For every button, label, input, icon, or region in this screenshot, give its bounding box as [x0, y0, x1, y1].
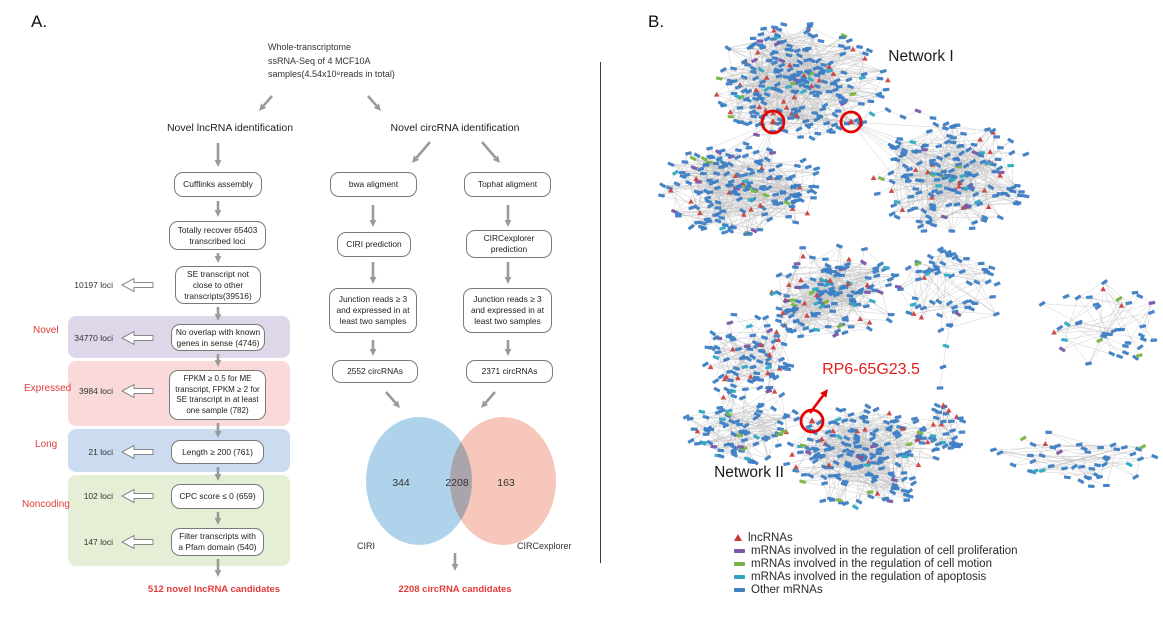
network-legend: lncRNAs mRNAs involved in the regulation…	[734, 531, 1018, 596]
flow-box-cpc: CPC score ≤ 0 (659)	[171, 484, 264, 509]
stage-label-novel: Novel	[33, 325, 59, 336]
circrna-result: 2208 circRNA candidates	[398, 584, 512, 595]
legend-label: Other mRNAs	[751, 583, 823, 596]
circrna-pipeline-header: Novel circRNA identification	[390, 122, 520, 134]
flow-box-bwa: bwa aligment	[330, 172, 417, 197]
legend-item-proliferation: mRNAs involved in the regulation of cell…	[734, 544, 1018, 557]
legend-label: mRNAs involved in the regulation of cell…	[751, 544, 1018, 557]
loci-length: 21 loci	[88, 447, 113, 457]
stage-label-expressed: Expressed	[24, 383, 72, 394]
other-mrnas-swatch-icon	[734, 587, 745, 592]
panel-divider	[600, 62, 601, 563]
flow-box-tophat: Tophat aligment	[464, 172, 551, 197]
venn-count-ciri-only: 344	[392, 477, 410, 489]
network2-label: Network II	[714, 464, 784, 481]
lncrna-pipeline-header: Novel lncRNA identification	[166, 122, 294, 134]
proliferation-swatch-icon	[734, 548, 745, 553]
flow-box-ciri-count: 2552 circRNAs	[332, 360, 418, 383]
legend-item-other-mrnas: Other mRNAs	[734, 583, 1018, 596]
stage-label-noncoding: Noncoding	[22, 499, 70, 510]
legend-item-lncrna: lncRNAs	[734, 531, 1018, 544]
flow-box-pfam: Filter transcripts with a Pfam domain (5…	[171, 528, 264, 556]
legend-item-apoptosis: mRNAs involved in the regulation of apop…	[734, 570, 1018, 583]
flow-box-cufflinks: Cufflinks assembly	[174, 172, 262, 197]
flow-box-ciri-prediction: CIRI prediction	[337, 232, 411, 257]
flow-box-circexplorer-prediction: CIRCexplorer prediction	[466, 230, 552, 258]
flow-box-junction-left: Junction reads ≥ 3 and expressed in at l…	[329, 288, 417, 333]
legend-item-motion: mRNAs involved in the regulation of cell…	[734, 557, 1018, 570]
gene-callout-rp6-65g23-5: RP6-65G23.5	[822, 361, 920, 378]
legend-label: lncRNAs	[748, 531, 793, 544]
loci-se: 10197 loci	[74, 280, 113, 290]
panel-a-label: A.	[31, 12, 48, 31]
top-note: Whole-transcriptome ssRNA-Seq of 4 MCF10…	[268, 42, 395, 79]
lncrna-result: 512 novel lncRNA candidates	[147, 584, 281, 595]
flow-box-junction-right: Junction reads ≥ 3 and expressed in at l…	[463, 288, 552, 333]
legend-label: mRNAs involved in the regulation of cell…	[751, 557, 992, 570]
venn-count-circexplorer-only: 163	[497, 477, 515, 489]
loci-pfam: 147 loci	[83, 537, 113, 547]
network1-label: Network I	[888, 48, 954, 65]
loci-fpkm: 3984 loci	[78, 386, 113, 396]
flow-box-fpkm: FPKM ≥ 0.5 for ME transcript, FPKM ≥ 2 f…	[169, 370, 266, 420]
flow-box-se-transcript: SE transcript not close to other transcr…	[175, 266, 261, 304]
flow-box-length: Length ≥ 200 (761)	[171, 440, 264, 464]
venn-count-overlap: 2208	[445, 477, 469, 489]
motion-swatch-icon	[734, 561, 745, 566]
flow-box-circexplorer-count: 2371 circRNAs	[466, 360, 553, 383]
legend-label: mRNAs involved in the regulation of apop…	[751, 570, 987, 583]
loci-cpc: 102 loci	[83, 491, 113, 501]
apoptosis-swatch-icon	[734, 574, 745, 579]
loci-overlap: 34770 loci	[74, 333, 113, 343]
venn-label-ciri: CIRI	[357, 541, 375, 551]
stage-label-long: Long	[35, 439, 58, 450]
venn-circle-circexplorer	[450, 417, 556, 545]
flow-box-no-overlap: No overlap with known genes in sense (47…	[171, 324, 265, 351]
venn-label-circexplorer: CIRCexplorer	[517, 541, 572, 551]
lncrna-triangle-icon	[734, 534, 742, 541]
panel-b-label: B.	[648, 12, 665, 31]
flow-box-recover: Totally recover 65403 transcribed loci	[169, 221, 266, 250]
